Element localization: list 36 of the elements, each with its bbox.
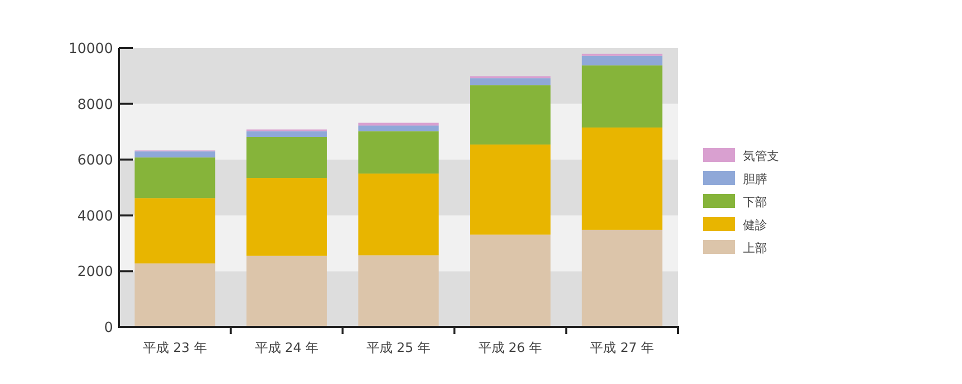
legend-label: 上部 xyxy=(743,241,767,255)
bar xyxy=(134,157,216,198)
bar xyxy=(582,230,662,327)
legend-label: 下部 xyxy=(743,195,767,209)
y-tick-label: 2000 xyxy=(77,264,113,280)
bar xyxy=(358,174,439,256)
legend-label: 胆膵 xyxy=(743,172,767,186)
bar xyxy=(246,178,327,256)
legend-label: 健診 xyxy=(743,218,767,232)
bar xyxy=(470,144,551,235)
bar xyxy=(358,126,439,132)
y-tick-label: 0 xyxy=(104,320,113,336)
x-tick-label: 平成 27 年 xyxy=(590,341,654,356)
x-tick-label: 平成 25 年 xyxy=(366,341,430,356)
bar xyxy=(134,263,216,327)
bar xyxy=(470,78,551,86)
bar xyxy=(246,137,327,178)
bar xyxy=(582,56,662,66)
y-tick-label: 8000 xyxy=(77,96,113,113)
bar xyxy=(134,198,216,264)
bar xyxy=(582,65,662,128)
y-tick-label: 10000 xyxy=(68,41,113,57)
bar xyxy=(358,131,439,174)
bar xyxy=(358,255,439,327)
legend-label: 気管支 xyxy=(743,149,779,163)
x-tick-label: 平成 23 年 xyxy=(142,341,207,356)
bar xyxy=(134,151,216,158)
y-tick-label: 6000 xyxy=(77,152,113,169)
x-tick-label: 平成 26 年 xyxy=(478,341,542,356)
bar xyxy=(470,234,551,327)
bar xyxy=(582,128,662,230)
y-tick-label: 4000 xyxy=(77,208,113,224)
x-tick-label: 平成 24 年 xyxy=(254,341,319,356)
bar xyxy=(246,256,327,327)
bar xyxy=(470,85,551,145)
bar xyxy=(246,131,327,137)
